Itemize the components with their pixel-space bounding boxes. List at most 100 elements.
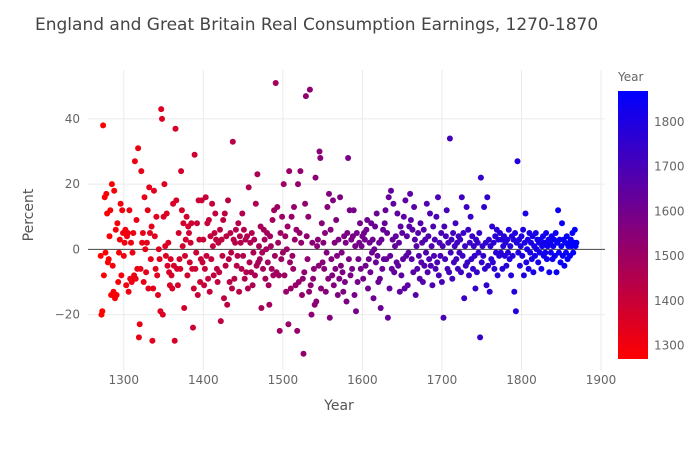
data-point [276,327,283,334]
data-point [330,197,336,204]
data-point [357,265,364,272]
data-point [159,115,165,122]
data-point [447,249,454,256]
data-point [251,236,258,243]
data-point [334,292,341,298]
data-point [271,252,278,259]
data-point [459,252,466,259]
data-point [563,233,570,240]
data-point [238,265,245,272]
data-point [550,243,557,250]
data-point [112,226,119,233]
data-point [514,158,521,165]
data-point [259,249,266,256]
data-point [512,308,519,315]
data-point [392,243,398,250]
data-point [507,243,514,250]
data-point [117,200,124,207]
data-point [314,243,321,250]
data-point [125,288,132,295]
data-point [121,239,128,246]
data-point [205,275,212,282]
data-point [322,288,329,295]
data-point [128,279,135,285]
data-point [419,279,426,285]
data-point [538,265,545,272]
data-point [266,301,273,308]
data-point [246,259,253,266]
x-axis-label: Year [323,398,354,414]
data-point [256,256,263,263]
data-point [309,239,316,246]
data-point [446,269,453,276]
data-point [182,236,189,243]
data-point [178,168,185,175]
data-point [322,230,328,236]
data-point [509,252,516,259]
data-point [326,314,333,321]
data-point [505,249,511,256]
data-point [172,125,179,132]
data-point [415,230,422,236]
data-point [146,184,153,191]
data-point [461,295,468,302]
data-point [179,243,186,250]
data-point [489,223,496,230]
data-point [154,272,161,279]
data-point [520,226,527,233]
data-point [209,243,216,250]
data-point [138,168,145,175]
data-point [427,262,434,269]
y-tick-label: 20 [65,177,80,191]
data-point [476,230,483,236]
data-point [426,256,433,263]
data-point [297,168,304,175]
data-point [460,230,467,236]
data-point [478,259,485,266]
data-point [199,259,206,266]
data-point [324,204,331,210]
data-point [474,239,481,246]
data-point [236,288,243,295]
data-point [291,236,298,243]
data-point [342,239,349,246]
data-point [123,282,130,289]
data-point [151,187,157,194]
data-point [352,243,359,250]
data-point [217,226,223,233]
data-point [517,243,524,250]
data-point [269,217,276,223]
data-point [194,220,200,227]
data-point [263,246,270,253]
data-point [330,282,337,289]
data-point [206,288,213,295]
data-point [542,249,549,256]
data-point [553,269,560,276]
data-point [279,213,286,220]
data-point [424,269,431,276]
colorbar-tick-label: 1500 [654,249,685,263]
data-point [530,269,537,276]
data-point [561,262,568,269]
data-point [304,256,311,263]
data-point [244,285,251,292]
data-point [186,259,193,266]
data-point [374,252,381,259]
data-point [321,265,328,272]
data-point [423,200,430,207]
data-point [164,262,171,269]
data-point [258,305,265,311]
data-point [402,197,409,204]
data-point [149,337,156,344]
data-point [135,334,142,341]
data-point [430,223,437,230]
data-point [129,249,136,256]
data-point [351,292,358,298]
data-point [159,311,166,318]
data-point [336,275,343,282]
data-point [411,204,418,210]
data-point [131,158,138,165]
data-point [381,220,388,227]
data-point [505,226,512,233]
data-point [202,194,209,201]
